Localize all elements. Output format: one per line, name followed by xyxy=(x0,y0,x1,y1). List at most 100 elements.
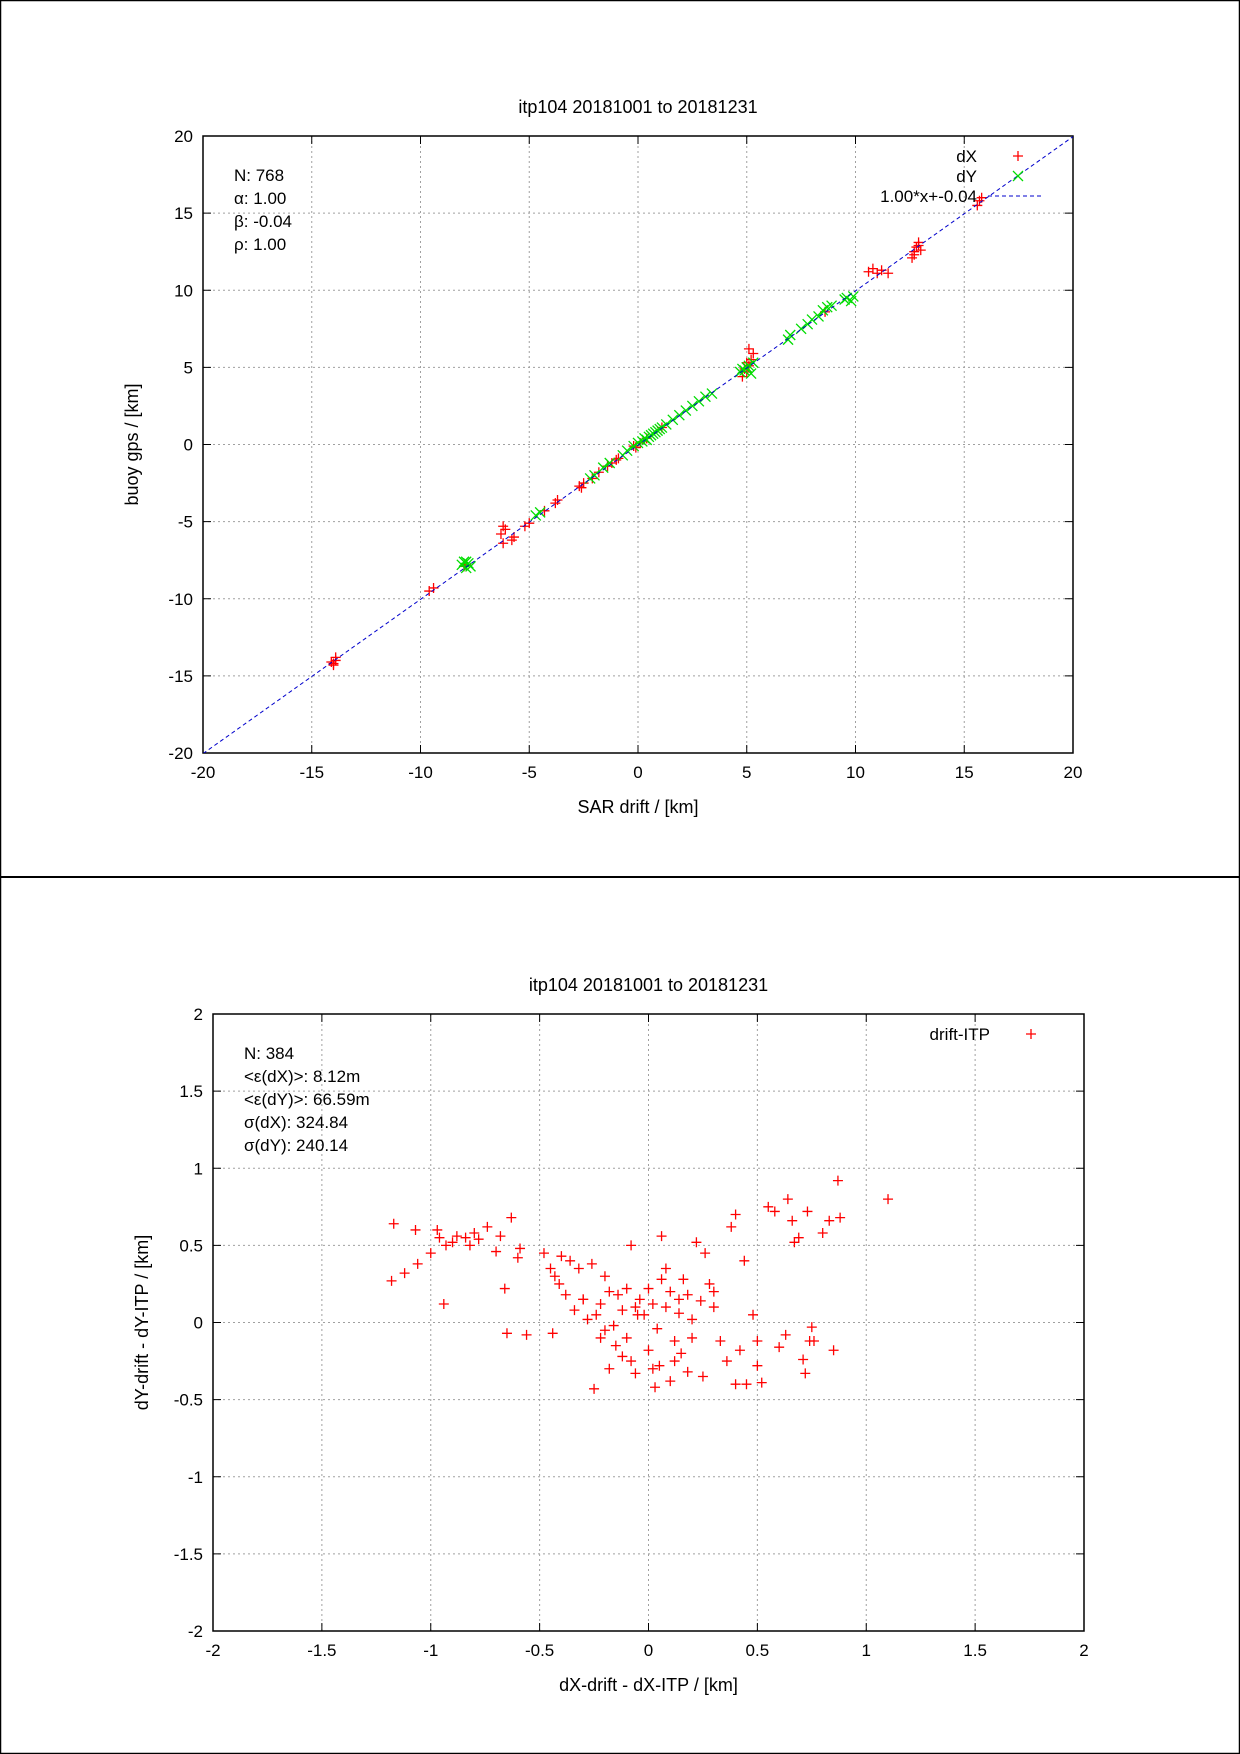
y-tick-label: 10 xyxy=(174,281,193,300)
stats-line: ρ: 1.00 xyxy=(234,235,286,254)
data-point xyxy=(460,1232,471,1243)
data-point xyxy=(425,1248,436,1259)
x-tick-label: -20 xyxy=(191,763,216,782)
data-point xyxy=(432,1224,443,1235)
data-point xyxy=(700,1248,711,1259)
y-tick-label: -20 xyxy=(168,744,193,763)
data-point xyxy=(495,1231,506,1242)
data-point xyxy=(741,1379,752,1390)
data-point xyxy=(495,528,506,539)
data-point xyxy=(410,1224,421,1235)
data-point xyxy=(748,348,759,359)
data-point xyxy=(832,1175,843,1186)
data-point xyxy=(617,1305,628,1316)
x-tick-label: 15 xyxy=(955,763,974,782)
x-tick-label: 10 xyxy=(846,763,865,782)
data-point xyxy=(739,1255,750,1266)
data-point xyxy=(687,1332,698,1343)
data-point xyxy=(826,300,838,312)
x-tick-label: 2 xyxy=(1079,1641,1088,1660)
data-point xyxy=(630,1368,641,1379)
stats-line: N: 384 xyxy=(244,1044,294,1063)
data-point xyxy=(589,469,600,481)
y-tick-label: -1.5 xyxy=(174,1545,203,1564)
data-point xyxy=(647,1298,658,1309)
x-tick-label: 5 xyxy=(742,763,751,782)
y-axis-label: buoy gps / [km] xyxy=(122,383,142,505)
x-tick-label: -1 xyxy=(423,1641,438,1660)
data-point xyxy=(708,1286,719,1297)
data-point xyxy=(552,495,563,506)
data-point xyxy=(706,388,718,400)
legend-marker xyxy=(1013,151,1023,161)
data-point xyxy=(715,1336,726,1347)
data-point xyxy=(730,1379,741,1390)
data-point xyxy=(721,1356,732,1367)
data-point xyxy=(734,1345,745,1356)
data-point xyxy=(647,1363,658,1374)
data-point xyxy=(509,532,520,543)
data-point xyxy=(599,1271,610,1282)
data-point xyxy=(782,1194,793,1205)
data-point xyxy=(708,1302,719,1313)
data-point xyxy=(604,457,616,469)
data-point xyxy=(730,1209,741,1220)
y-tick-label: -2 xyxy=(188,1622,203,1641)
data-point xyxy=(665,1286,676,1297)
x-tick-label: -1.5 xyxy=(307,1641,336,1660)
x-axis-label: dX-drift - dX-ITP / [km] xyxy=(559,1675,738,1695)
data-point xyxy=(386,1275,397,1286)
plot-frame xyxy=(212,1013,1085,1632)
data-point xyxy=(491,1246,502,1257)
data-point xyxy=(793,1232,804,1243)
data-point xyxy=(824,1215,835,1226)
data-point xyxy=(867,263,878,274)
data-point xyxy=(460,556,472,568)
data-point xyxy=(576,482,587,493)
data-point xyxy=(440,1240,451,1251)
stats-line: β: -0.04 xyxy=(234,212,292,231)
plot-area xyxy=(203,136,1073,753)
data-point xyxy=(621,1332,632,1343)
data-point xyxy=(521,1329,532,1340)
data-point xyxy=(595,1332,606,1343)
data-point xyxy=(806,1322,817,1333)
data-point xyxy=(545,1263,556,1274)
data-point xyxy=(680,405,692,417)
data-point xyxy=(652,1323,663,1334)
data-point xyxy=(747,357,759,369)
stats-line: α: 1.00 xyxy=(234,189,286,208)
drift-comparison-chart: -20 -15 -10 -5 0 5 10 15 20 -20 -15 -10 -5 0 5 10 15 20 it… xyxy=(122,97,1082,817)
data-point xyxy=(617,1351,628,1362)
data-point xyxy=(656,1274,667,1285)
x-tick-label: 0 xyxy=(644,1641,653,1660)
data-point xyxy=(678,1274,689,1285)
data-point xyxy=(599,1325,610,1336)
data-point xyxy=(660,1302,671,1313)
data-point xyxy=(586,1258,597,1269)
data-point xyxy=(673,1294,684,1305)
y-tick-label: -0.5 xyxy=(174,1391,203,1410)
data-point xyxy=(538,1248,549,1259)
data-point xyxy=(804,1336,815,1347)
x-tick-label: 1 xyxy=(862,1641,871,1660)
data-point xyxy=(650,1382,661,1393)
data-point xyxy=(582,1314,593,1325)
data-point xyxy=(972,200,983,211)
plot-area xyxy=(386,1175,894,1394)
x-tick-label: -10 xyxy=(408,763,433,782)
data-point xyxy=(621,445,633,457)
data-point xyxy=(656,1231,667,1242)
data-point xyxy=(399,1268,410,1279)
data-point xyxy=(802,1206,813,1217)
data-point xyxy=(787,1215,798,1226)
data-point xyxy=(330,652,341,663)
y-tick-label: -1 xyxy=(188,1468,203,1487)
data-point xyxy=(482,1221,493,1232)
data-point xyxy=(697,1371,708,1382)
data-point xyxy=(756,1377,767,1388)
chart-title: itp104 20181001 to 20181231 xyxy=(529,975,768,995)
data-point xyxy=(915,245,926,256)
data-point xyxy=(654,1360,665,1371)
data-point xyxy=(695,1295,706,1306)
